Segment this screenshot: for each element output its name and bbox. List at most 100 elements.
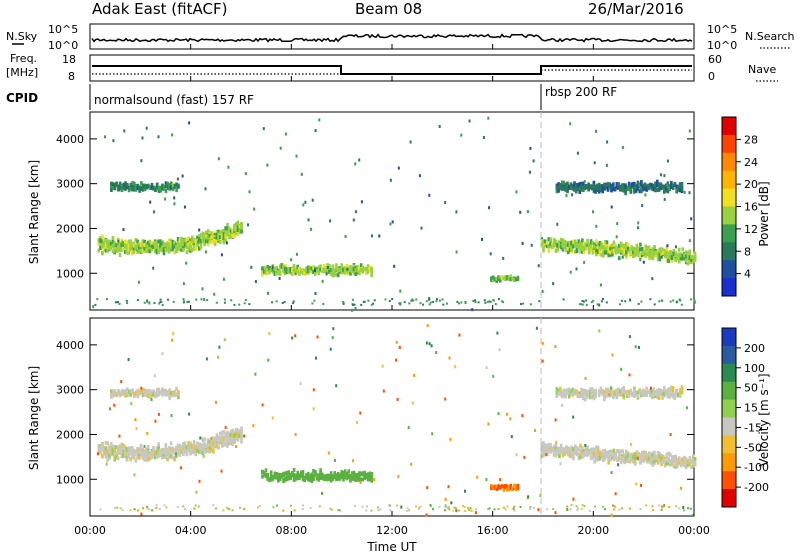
colorbar-swatch: [722, 152, 736, 172]
echo-region: [261, 468, 373, 483]
echo-cell: [189, 240, 192, 245]
echo-cell: [540, 242, 544, 247]
echo-cell: [565, 240, 568, 245]
echo-cell: [180, 236, 183, 241]
echo-cell: [111, 243, 115, 248]
echo-cell: [157, 446, 160, 451]
echo-cell: [680, 186, 684, 191]
noise-cell: [606, 140, 609, 144]
echo-cell: [164, 450, 168, 455]
echo-cell: [231, 432, 234, 437]
echo-cell: [653, 251, 656, 256]
echo-cell: [124, 445, 127, 450]
echo-cell: [342, 270, 345, 275]
echo-cell: [582, 396, 585, 400]
echo-cell: [97, 238, 101, 243]
echo-cell: [159, 247, 162, 252]
near-range-cell: [429, 504, 432, 507]
noise-cell: [137, 280, 140, 284]
echo-cell: [361, 471, 365, 476]
echo-cell: [516, 485, 520, 490]
echo-cell: [595, 252, 598, 257]
echo-cell: [599, 184, 603, 189]
echo-cell: [127, 244, 131, 249]
near-range-cell: [197, 505, 200, 508]
echo-cell: [162, 251, 166, 256]
noise-cell: [294, 334, 297, 338]
echo-cell: [562, 393, 566, 397]
echo-cell: [101, 241, 104, 246]
noise-cell: [666, 244, 669, 248]
echo-cell: [619, 459, 623, 464]
echo-cell: [328, 268, 331, 273]
near-range-cell: [585, 299, 588, 302]
echo-cell: [328, 473, 331, 478]
noise-cell: [325, 272, 328, 276]
noise-cell: [170, 414, 173, 418]
echo-cell: [262, 269, 266, 274]
x-tick-label: 16:00: [477, 524, 509, 537]
near-range-cell: [370, 303, 373, 306]
echo-cell: [625, 250, 628, 255]
near-range-cell: [529, 506, 532, 508]
near-range-cell: [399, 302, 402, 305]
echo-cell: [342, 477, 345, 482]
echo-cell: [326, 475, 329, 479]
echo-cell: [299, 268, 303, 273]
echo-cell: [683, 256, 686, 261]
echo-cell: [306, 265, 310, 270]
echo-cell: [278, 270, 282, 275]
echo-cell: [692, 255, 695, 260]
echo-cell: [177, 184, 180, 189]
echo-cell: [101, 453, 104, 458]
echo-cell: [609, 455, 612, 460]
echo-cell: [217, 232, 220, 237]
near-range-cell: [583, 505, 586, 508]
near-range-cell: [222, 509, 225, 512]
echo-cell: [345, 263, 349, 268]
echo-cell: [368, 267, 372, 272]
noise-cell: [205, 357, 208, 361]
echo-cell: [554, 445, 558, 450]
colorbar-tick-label: 8: [744, 245, 751, 258]
echo-cell: [600, 242, 603, 247]
echo-cell: [589, 387, 592, 392]
echo-cell: [104, 451, 108, 456]
echo-cell: [566, 452, 570, 457]
echo-cell: [351, 471, 354, 476]
x-axis-label: Time UT: [366, 540, 417, 554]
echo-cell: [169, 447, 173, 452]
echo-cell: [629, 388, 633, 393]
noise-cell: [641, 204, 644, 207]
echo-cell: [568, 243, 572, 248]
echo-cell: [147, 394, 150, 398]
near-range-cell: [590, 301, 593, 304]
noise-cell: [204, 187, 207, 191]
freq-trace: [92, 65, 692, 75]
echo-cell: [668, 389, 671, 394]
echo-cell: [615, 395, 619, 400]
near-range-cell: [302, 504, 304, 507]
near-range-cell: [233, 303, 236, 306]
echo-cell: [261, 469, 264, 474]
echo-cell: [180, 448, 183, 453]
echo-cell: [692, 462, 695, 467]
noise-cell: [620, 367, 623, 371]
echo-cell: [294, 270, 298, 275]
noise-cell: [410, 462, 413, 466]
echo-cell: [599, 188, 603, 193]
echo-cell: [192, 440, 196, 445]
noise-cell: [113, 403, 116, 407]
echo-cell: [638, 189, 641, 194]
near-range-cell: [581, 303, 584, 306]
echo-cell: [638, 183, 641, 188]
noise-cell: [428, 297, 431, 300]
echo-cell: [206, 231, 210, 236]
echo-cell: [600, 454, 603, 459]
echo-cell: [162, 447, 166, 452]
echo-cell: [559, 386, 562, 391]
echo-cell: [178, 446, 182, 451]
near-range-cell: [183, 300, 185, 303]
near-range-cell: [182, 301, 185, 304]
echo-cell: [294, 268, 298, 273]
